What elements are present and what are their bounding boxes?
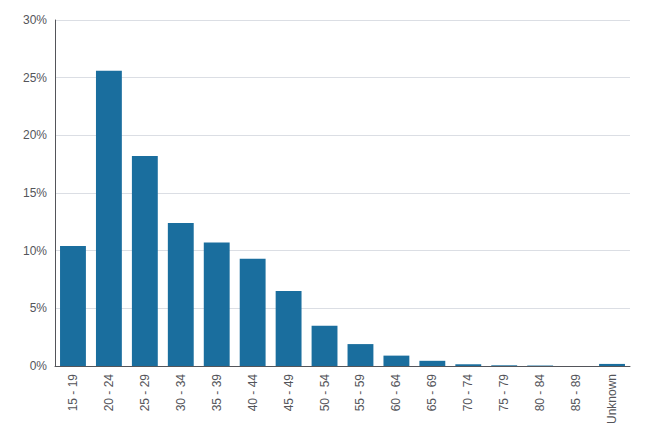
svg-text:5%: 5% (30, 301, 48, 315)
svg-text:45 - 49: 45 - 49 (282, 374, 296, 412)
svg-text:30 - 34: 30 - 34 (174, 374, 188, 412)
svg-text:0%: 0% (30, 359, 48, 373)
svg-text:15%: 15% (23, 186, 47, 200)
svg-text:80 - 84: 80 - 84 (533, 374, 547, 412)
svg-text:15 - 19: 15 - 19 (66, 374, 80, 412)
svg-text:70 - 74: 70 - 74 (461, 374, 475, 412)
svg-text:35 - 39: 35 - 39 (210, 374, 224, 412)
svg-text:30%: 30% (23, 13, 47, 27)
svg-text:60 - 64: 60 - 64 (389, 374, 403, 412)
svg-text:25 - 29: 25 - 29 (138, 374, 152, 412)
svg-text:20 - 24: 20 - 24 (102, 374, 116, 412)
svg-text:10%: 10% (23, 244, 47, 258)
svg-text:55 - 59: 55 - 59 (353, 374, 367, 412)
svg-text:Unknown: Unknown (605, 374, 619, 424)
svg-text:20%: 20% (23, 128, 47, 142)
svg-text:50 - 54: 50 - 54 (318, 374, 332, 412)
svg-text:40 - 44: 40 - 44 (246, 374, 260, 412)
svg-text:75 - 79: 75 - 79 (497, 374, 511, 412)
svg-text:85 - 89: 85 - 89 (569, 374, 583, 412)
svg-text:25%: 25% (23, 71, 47, 85)
svg-text:65 - 69: 65 - 69 (425, 374, 439, 412)
